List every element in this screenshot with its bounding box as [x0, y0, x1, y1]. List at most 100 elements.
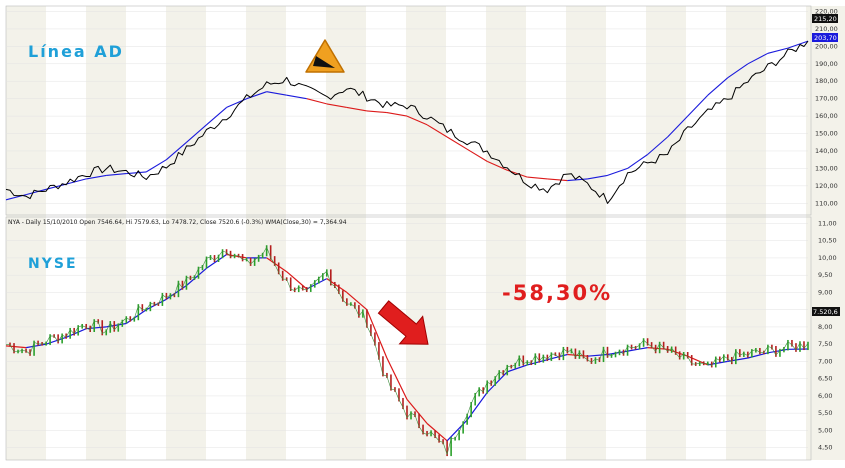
nyse-moving-average-segment [226, 253, 247, 259]
ad-moving-average-segment [166, 141, 187, 161]
y-tick-label: 7,50 [818, 340, 832, 348]
ad-moving-average-segment [146, 159, 167, 173]
top-last-price-tag: 215,20 [812, 14, 838, 23]
ad-moving-average-segment [486, 160, 508, 171]
y-tick-label: 6,50 [818, 375, 832, 383]
drawdown-annotation: -58,30% [502, 281, 612, 305]
ad-moving-average-segment [386, 112, 408, 117]
ad-moving-average-segment [266, 91, 287, 96]
nyse-price-line [5, 246, 809, 455]
y-tick-label: 150,00 [815, 130, 838, 138]
ad-line-series [5, 40, 809, 204]
ad-moving-average-segment [687, 94, 709, 117]
warning-triangle-icon [305, 39, 345, 73]
ad-moving-average-segment [587, 174, 608, 180]
down-arrow-icon [377, 300, 429, 345]
svg-text:215,20: 215,20 [814, 15, 837, 23]
ad-line-title: Línea AD [28, 42, 124, 61]
ad-moving-average-segment [426, 124, 448, 138]
bottom-y-axis: 4,505,005,506,006,507,007,508,008,509,00… [818, 219, 837, 451]
top-y-axis: 110,00 120,00 130,00 140,00 150,00 160,00 170,… [815, 7, 838, 207]
y-tick-label: 220,00 [815, 7, 838, 15]
stripe [566, 6, 606, 460]
ad-moving-average-segment [286, 94, 307, 100]
stripe [806, 6, 845, 460]
nyse-moving-average-segment [366, 309, 388, 359]
nyse-header: NYA - Daily 15/10/2010 Open 7546.64, Hi … [8, 219, 347, 226]
nyse-moving-average-segment [146, 298, 167, 311]
ad-moving-average-segment [767, 47, 789, 54]
ad-moving-average-segment [466, 148, 488, 162]
bottom-panel-frame [5, 216, 812, 461]
ad-moving-average-segment [106, 173, 127, 176]
y-tick-label: 11,00 [818, 219, 837, 227]
ad-moving-average-segment [186, 124, 207, 143]
y-tick-label: 10,00 [818, 254, 837, 262]
nyse-moving-average-segment [507, 364, 528, 373]
ad-moving-average-segment [647, 136, 668, 155]
y-tick-label: 10,50 [818, 237, 837, 245]
ad-moving-average-segment [707, 77, 729, 96]
ad-moving-average-segment [747, 52, 769, 65]
stripe [726, 6, 766, 460]
ad-moving-average-segment [787, 40, 809, 49]
y-tick-label: 5,50 [818, 409, 832, 417]
stripe [246, 6, 286, 460]
y-tick-label: 9,00 [818, 288, 832, 296]
nyse-moving-average-segment [346, 291, 368, 311]
y-tick-label: 210,00 [815, 25, 838, 33]
ad-moving-average-segment [527, 176, 548, 180]
svg-text:203,70: 203,70 [814, 34, 837, 42]
ad-moving-average-segment [406, 115, 428, 126]
ad-line-price [5, 40, 809, 204]
ad-moving-average-segment [206, 106, 227, 126]
nyse-moving-average-segment [767, 348, 789, 354]
y-tick-label: 200,00 [815, 42, 838, 50]
ad-moving-average-segment [86, 174, 107, 180]
bottom-last-price-tag: 7.520,6 [812, 307, 840, 316]
svg-text:7.520,6: 7.520,6 [813, 308, 838, 316]
background-stripes [6, 6, 845, 460]
y-tick-label: 9,50 [818, 271, 832, 279]
ad-moving-average-segment [306, 98, 327, 105]
ad-moving-average-segment [627, 154, 648, 169]
nyse-title: NYSE [28, 256, 78, 272]
y-tick-label: 130,00 [815, 164, 838, 172]
stripe [86, 6, 126, 460]
ad-moving-average-segment [366, 110, 387, 114]
y-tick-label: 8,00 [818, 323, 832, 331]
y-tick-label: 4,50 [818, 444, 832, 452]
ad-moving-average-segment [446, 136, 468, 150]
ad-moving-average-segment [567, 178, 588, 182]
stripe [326, 6, 366, 460]
nyse-moving-average-segment [707, 360, 728, 366]
ad-moving-average-segment [607, 167, 628, 176]
nyse-moving-average-segment [386, 357, 408, 400]
top-ma-price-tag: 203,70 [812, 33, 838, 42]
y-tick-label: 7,00 [818, 357, 832, 365]
stripe [646, 6, 686, 460]
y-tick-label: 110,00 [815, 199, 838, 207]
y-tick-label: 170,00 [815, 95, 838, 103]
ad-moving-average-segment [326, 103, 347, 108]
nyse-moving-average-segment [406, 399, 428, 424]
y-tick-label: 180,00 [815, 77, 838, 85]
y-tick-label: 5,00 [818, 426, 832, 434]
y-tick-label: 140,00 [815, 147, 838, 155]
stripe [406, 6, 446, 460]
ad-moving-average-segment [25, 188, 47, 196]
stripe [6, 6, 46, 460]
nyse-moving-average-segment [527, 359, 548, 366]
y-tick-label: 160,00 [815, 112, 838, 120]
top-panel-frame [5, 5, 812, 216]
stripe [166, 6, 206, 460]
nyse-moving-average-segment [206, 254, 227, 269]
ad-moving-average-segment [66, 178, 87, 185]
ad-moving-average-segment [346, 106, 367, 112]
nyse-moving-average-segment [266, 257, 288, 273]
nyse-moving-average-segment [186, 267, 207, 286]
ad-moving-average-segment [667, 115, 689, 138]
stripe [486, 6, 526, 460]
ad-moving-average-segment [727, 63, 749, 79]
